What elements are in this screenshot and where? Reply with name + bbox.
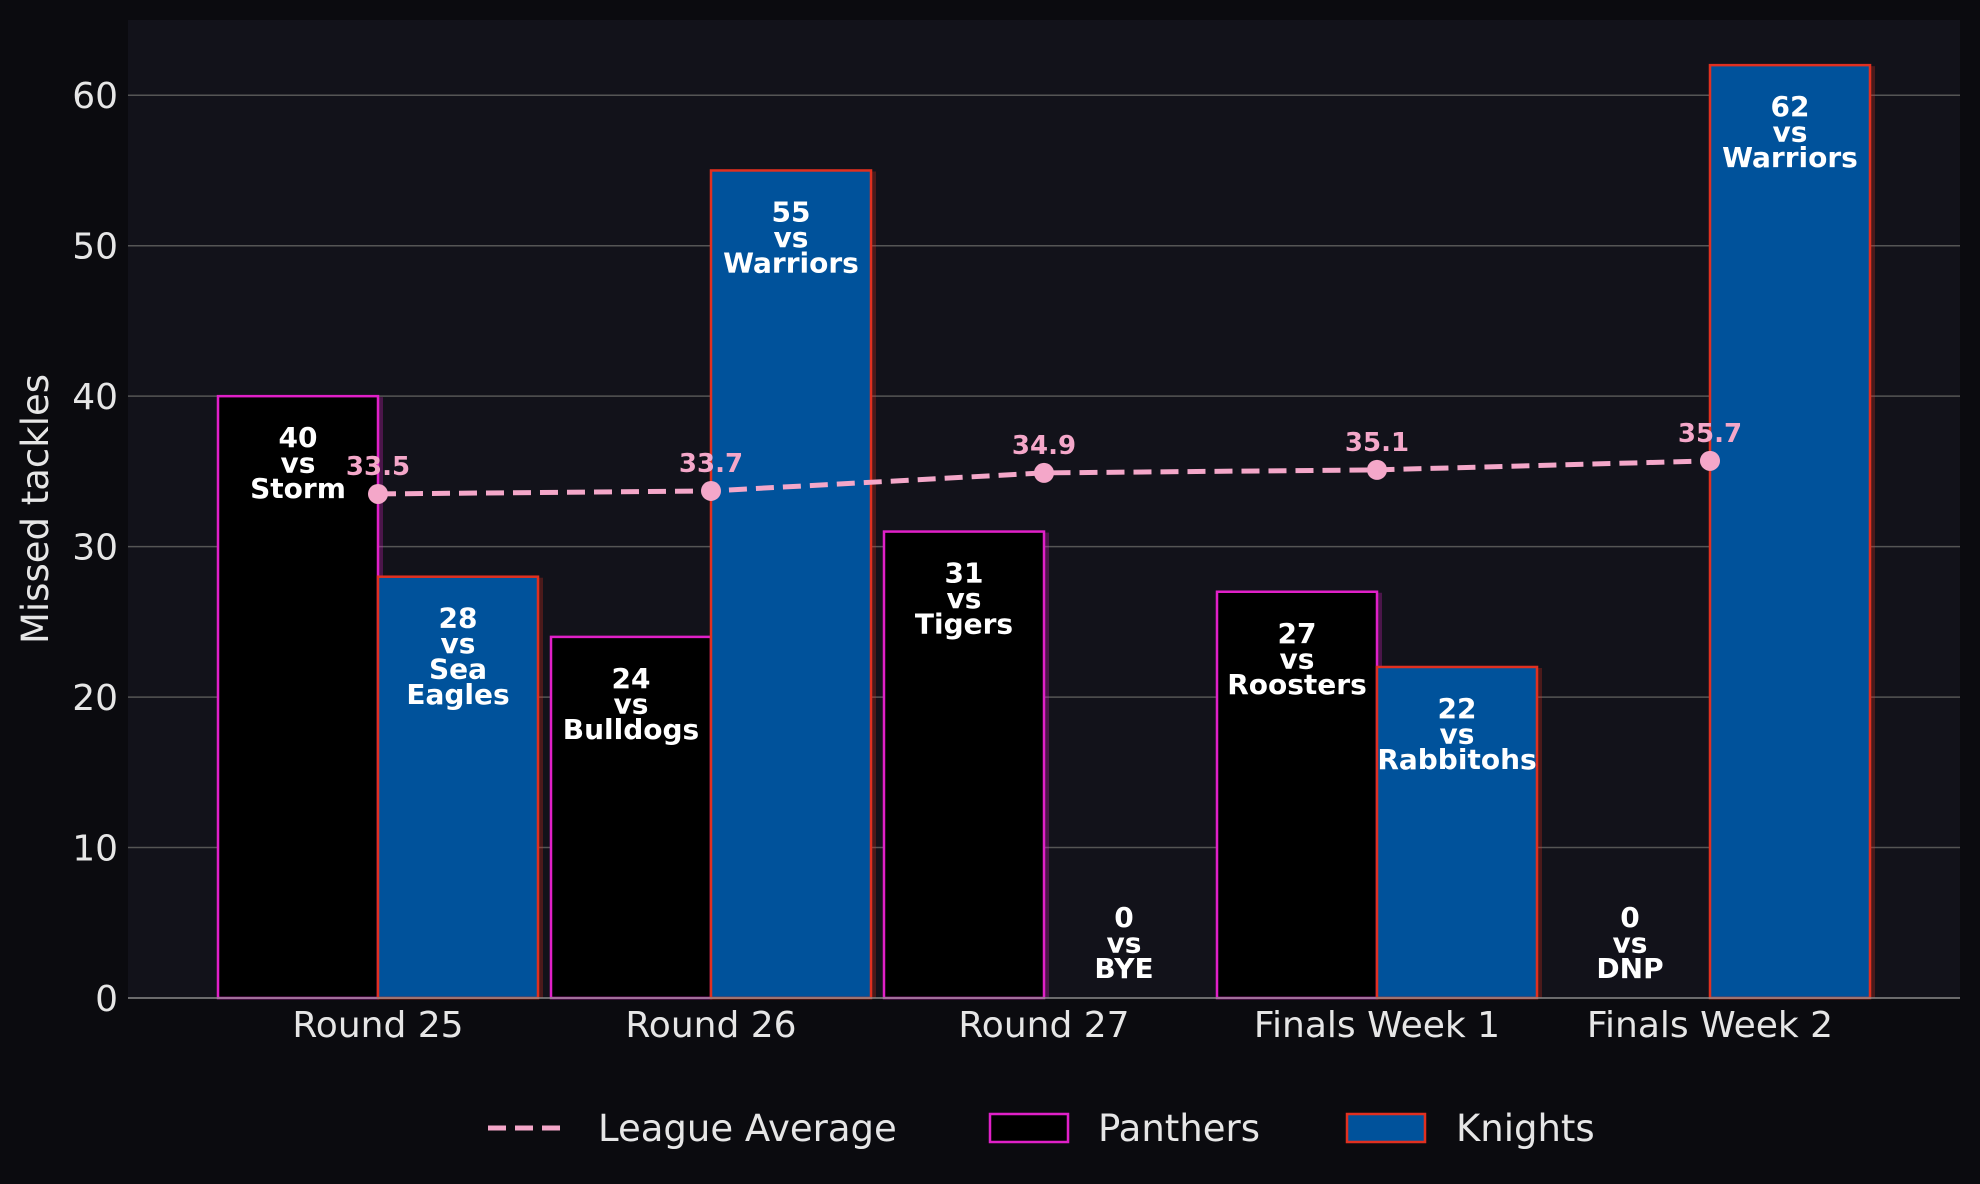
knights-bar-label: 0 vs BYE <box>1094 901 1153 985</box>
x-tick-label: Finals Week 2 <box>1587 1005 1833 1046</box>
league-average-point <box>368 483 388 504</box>
legend-label: Knights <box>1456 1107 1595 1150</box>
panthers-bar-label: 24 vs Bulldogs <box>563 662 699 746</box>
legend-swatch-panthers <box>988 1112 1070 1144</box>
legend-label: League Average <box>598 1107 897 1150</box>
x-tick-label: Round 25 <box>292 1005 463 1046</box>
legend-label: Panthers <box>1098 1107 1260 1150</box>
league-average-path <box>377 458 1711 497</box>
y-tick-label: 60 <box>72 76 118 117</box>
legend: Panthers Knights League Average <box>488 1107 1595 1150</box>
y-tick-label: 20 <box>72 678 118 719</box>
panthers-bar-label: 27 vs Roosters <box>1227 617 1367 701</box>
league-average-label: 33.7 <box>679 449 743 479</box>
league-average-point <box>1367 459 1387 480</box>
knights-bar-label: 22 vs Rabbitohs <box>1377 692 1536 776</box>
league-average-label: 35.1 <box>1345 428 1409 458</box>
panthers-bar-label: 0 vs DNP <box>1596 901 1663 985</box>
x-tick-label: Round 27 <box>958 1005 1129 1046</box>
y-tick-label: 10 <box>72 829 118 870</box>
y-tick-labels: 0 10 20 30 40 50 60 <box>72 76 118 1020</box>
panthers-bar <box>882 530 1046 1000</box>
league-average-point <box>1034 462 1054 483</box>
knights-bar <box>1708 63 1872 1000</box>
bars <box>216 63 1875 1000</box>
y-axis-title: Missed tackles <box>14 374 57 644</box>
y-tick-label: 30 <box>72 528 118 569</box>
x-tick-label: Round 26 <box>625 1005 796 1046</box>
y-tick-label: 40 <box>72 377 118 418</box>
league-average-point <box>1700 450 1720 471</box>
legend-swatch-knights <box>1345 1112 1427 1144</box>
knights-bar <box>1375 665 1539 1000</box>
x-tick-labels: Round 25 Round 26 Round 27 Finals Week 1 Fin… <box>292 1005 1833 1046</box>
knights-bar-label: 28 vs Sea Eagles <box>406 602 509 712</box>
knights-bar <box>709 169 873 1000</box>
knights-bar-label: 62 vs Warriors <box>1722 90 1858 174</box>
league-average-label: 34.9 <box>1012 431 1076 461</box>
league-average-label: 33.5 <box>346 452 410 482</box>
knights-bar-label: 55 vs Warriors <box>723 195 859 279</box>
panthers-bar <box>549 635 713 1000</box>
panthers-bar-label: 31 vs Tigers <box>915 557 1013 641</box>
y-tick-label: 50 <box>72 227 118 268</box>
league-average-line: 33.5 33.7 34.9 35.1 35.7 <box>346 419 1742 504</box>
panthers-bar-label: 40 vs Storm <box>250 421 346 505</box>
league-average-label: 35.7 <box>1678 419 1742 449</box>
league-average-point <box>701 480 721 501</box>
x-tick-label: Finals Week 1 <box>1254 1005 1500 1046</box>
bar-labels: 40 vs Storm 24 vs Bulldogs 31 vs Tigers 27 vs Roost… <box>250 90 1858 985</box>
y-tick-label: 0 <box>95 979 118 1020</box>
